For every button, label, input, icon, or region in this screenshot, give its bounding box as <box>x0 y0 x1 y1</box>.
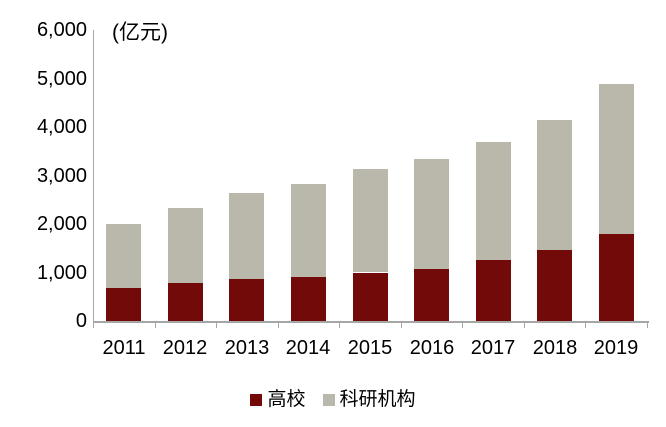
legend: 高校 科研机构 <box>0 388 666 412</box>
y-axis-tick-label: 1,000 <box>36 262 87 284</box>
x-axis-tick-label-2017: 2017 <box>470 337 516 359</box>
bar-segment-高校-2017 <box>476 259 511 321</box>
legend-label-科研机构: 科研机构 <box>339 389 416 410</box>
bar-segment-科研机构-2017 <box>476 141 511 260</box>
legend-item-科研机构: 科研机构 <box>322 388 416 412</box>
bar-segment-高校-2019 <box>599 233 634 321</box>
x-axis-tick-mark <box>585 323 586 328</box>
x-axis-tick-label-2016: 2016 <box>409 337 455 359</box>
bar-segment-高校-2016 <box>414 269 449 321</box>
x-axis-tick-mark <box>155 323 156 328</box>
x-axis-tick-label-2018: 2018 <box>532 337 578 359</box>
bar-segment-高校-2013 <box>229 279 264 321</box>
y-axis-line <box>93 30 94 323</box>
x-axis-tick-mark <box>278 323 279 328</box>
x-axis-tick-mark <box>339 323 340 328</box>
legend-swatch-高校 <box>250 394 263 406</box>
bar-segment-科研机构-2018 <box>537 119 572 251</box>
x-axis-tick-label-2015: 2015 <box>347 337 393 359</box>
x-axis-line <box>93 321 649 323</box>
y-axis-tick-label: 2,000 <box>36 213 87 235</box>
bar-segment-科研机构-2011 <box>106 224 141 288</box>
legend-label-高校: 高校 <box>267 389 306 410</box>
y-axis-tick-label: 4,000 <box>36 116 87 138</box>
bar-segment-科研机构-2019 <box>599 84 634 234</box>
bar-segment-高校-2014 <box>291 277 326 321</box>
legend-item-高校: 高校 <box>250 388 306 412</box>
bar-segment-科研机构-2016 <box>414 159 449 269</box>
bar-segment-科研机构-2014 <box>291 184 326 278</box>
x-axis-tick-mark <box>93 323 94 328</box>
x-axis-tick-label-2013: 2013 <box>224 337 270 359</box>
x-axis-tick-mark <box>401 323 402 328</box>
y-axis-tick-label: 0 <box>75 310 87 332</box>
x-axis-tick-mark <box>524 323 525 328</box>
x-axis-tick-mark <box>216 323 217 328</box>
bar-segment-高校-2018 <box>537 250 572 321</box>
x-axis-tick-label-2019: 2019 <box>593 337 639 359</box>
y-axis-tick-label: 5,000 <box>36 68 87 90</box>
bar-segment-高校-2011 <box>106 287 141 321</box>
bar-segment-高校-2015 <box>353 272 388 321</box>
x-axis-tick-label-2012: 2012 <box>162 337 208 359</box>
legend-swatch-科研机构 <box>322 394 335 406</box>
x-axis-tick-label-2011: 2011 <box>102 337 146 359</box>
x-axis-tick-mark <box>647 323 648 328</box>
y-axis-tick-label: 3,000 <box>36 165 87 187</box>
bar-segment-科研机构-2013 <box>229 193 264 280</box>
bar-segment-科研机构-2012 <box>168 208 203 284</box>
x-axis-tick-mark <box>462 323 463 328</box>
bar-segment-科研机构-2015 <box>353 168 388 273</box>
y-axis-tick-label: 6,000 <box>36 19 87 41</box>
bar-segment-高校-2012 <box>168 283 203 321</box>
x-axis-tick-label-2014: 2014 <box>285 337 331 359</box>
y-axis-unit-label: (亿元) <box>112 21 168 44</box>
